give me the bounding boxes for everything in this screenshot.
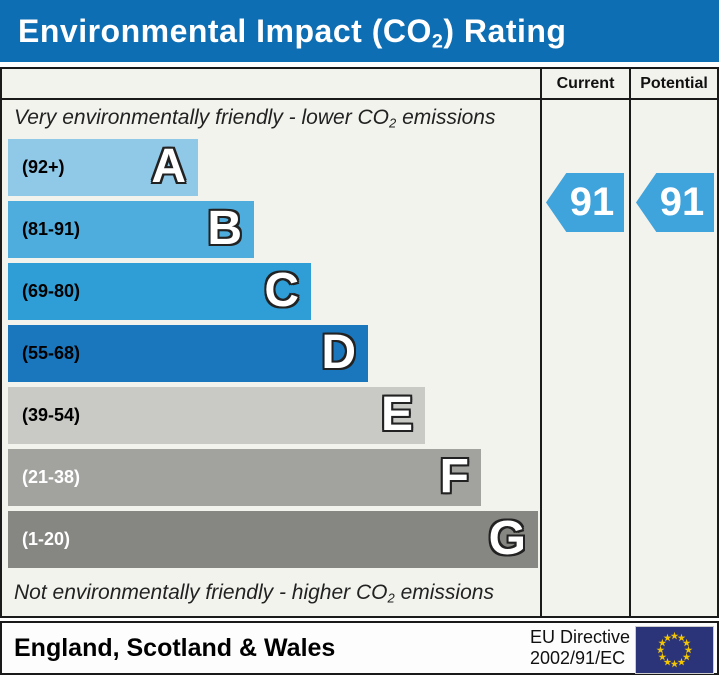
band-f-range-label: (21-38): [22, 467, 81, 487]
band-a: (92+) A: [8, 139, 198, 196]
eu-directive-label: EU Directive 2002/91/EC: [530, 627, 630, 669]
current-rating-value: 91: [569, 180, 615, 224]
potential-rating-value: 91: [659, 180, 705, 224]
band-a-letter: A: [151, 139, 186, 193]
bottom-caption: Not environmentally friendly - higher CO…: [14, 581, 494, 606]
eu-directive-line2: 2002/91/EC: [530, 648, 626, 668]
current-column-divider: [540, 67, 542, 618]
band-d-range-label: (55-68): [22, 343, 81, 363]
current-column-header: Current: [556, 75, 615, 92]
band-b-range-label: (81-91): [22, 219, 81, 239]
eu-flag-icon: [635, 626, 714, 674]
band-d-letter: D: [321, 325, 356, 379]
header-row-divider: [0, 98, 719, 100]
band-g: (1-20) G: [8, 511, 538, 568]
chart-title-banner: Environmental Impact (CO2) Rating: [0, 0, 719, 62]
band-e-letter: E: [380, 387, 413, 441]
band-f-letter: F: [439, 449, 469, 503]
potential-column-divider: [629, 67, 631, 618]
eu-directive-line1: EU Directive: [530, 627, 631, 647]
band-c-range-label: (69-80): [22, 281, 81, 301]
band-a-range-label: (92+): [22, 157, 65, 177]
band-c-letter: C: [264, 263, 299, 317]
footer: England, Scotland & Wales EU Directive 2…: [0, 621, 719, 675]
band-b-letter: B: [207, 201, 242, 255]
band-f: (21-38) F: [8, 449, 481, 506]
band-b: (81-91) B: [8, 201, 254, 258]
chart-title: Environmental Impact (CO2) Rating: [18, 13, 567, 53]
top-caption: Very environmentally friendly - lower CO…: [14, 106, 496, 131]
band-e-range-label: (39-54): [22, 405, 81, 425]
potential-column-header: Potential: [640, 75, 708, 92]
band-e: (39-54) E: [8, 387, 425, 444]
band-d: (55-68) D: [8, 325, 368, 382]
band-c: (69-80) C: [8, 263, 311, 320]
region-label: England, Scotland & Wales: [14, 634, 336, 662]
band-g-letter: G: [488, 511, 526, 565]
band-g-range-label: (1-20): [22, 529, 71, 549]
